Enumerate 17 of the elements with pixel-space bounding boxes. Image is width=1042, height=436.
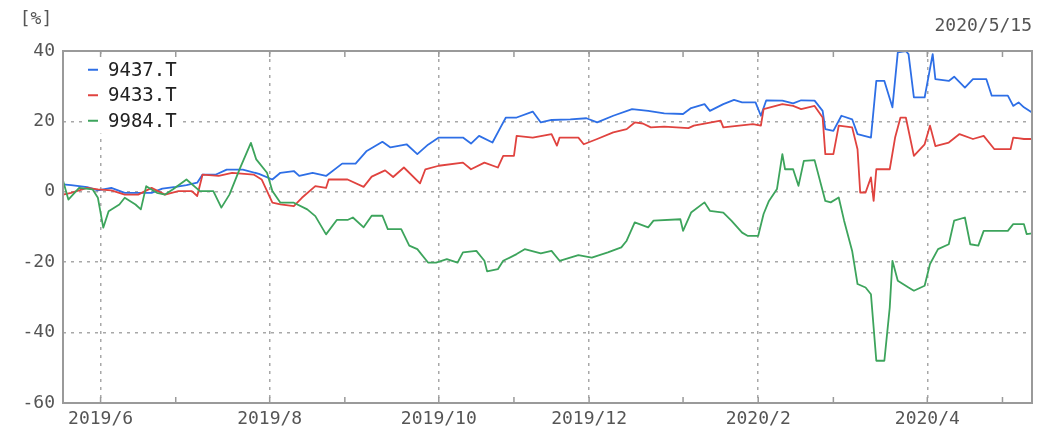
x-tick-label: 2019/10 [400,407,477,429]
y-tick-label: -40 [22,320,55,342]
x-tick-label: 2019/12 [551,407,628,429]
x-tick-label: 2020/2 [725,407,791,429]
legend-label: 9984.T [108,108,177,131]
y-tick-label: 20 [33,109,55,131]
y-axis-title: [%] [19,6,53,28]
y-tick-label: 0 [44,179,55,201]
y-tick-label: -20 [22,249,55,271]
legend-label: 9437.T [108,57,177,80]
y-tick-label: 40 [33,38,55,60]
x-tick-label: 2019/8 [237,407,303,429]
x-tick-label: 2020/4 [894,407,960,429]
legend-label: 9433.T [108,83,177,106]
x-tick-label: 2019/6 [68,407,134,429]
text: 2020/5/15 [934,13,1032,35]
y-tick-label: -60 [22,390,55,412]
